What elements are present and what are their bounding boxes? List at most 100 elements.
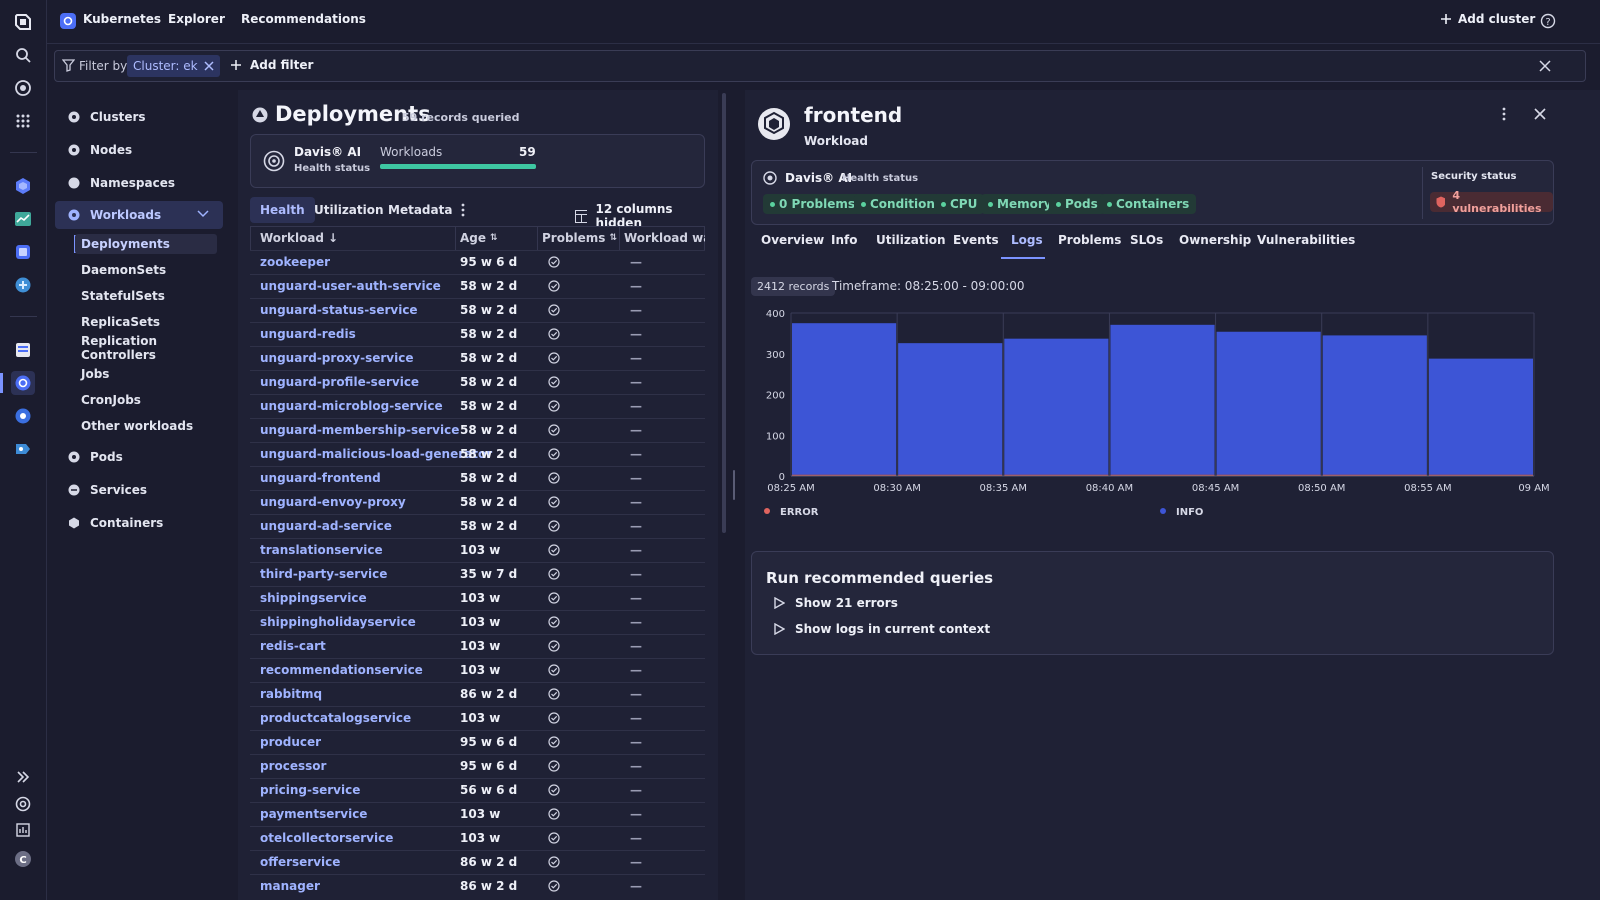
workload-name-link[interactable]: unguard-status-service (260, 303, 418, 317)
workload-name-link[interactable]: unguard-envoy-proxy (260, 495, 406, 509)
workload-name-link[interactable]: unguard-microblog-service (260, 399, 443, 413)
services-app-icon[interactable] (11, 273, 35, 297)
workload-name-link[interactable]: unguard-ad-service (260, 519, 392, 533)
table-row[interactable]: pricing-service 56 w 6 d — (250, 778, 705, 802)
table-row[interactable]: unguard-microblog-service 58 w 2 d — (250, 394, 705, 418)
workload-name-link[interactable]: productcatalogservice (260, 711, 412, 725)
workload-name-link[interactable]: otelcollectorservice (260, 831, 394, 845)
table-row[interactable]: otelcollectorservice 103 w — (250, 826, 705, 850)
notebooks-app-icon[interactable] (11, 240, 35, 264)
tab-metadata[interactable]: Metadata (388, 203, 453, 217)
add-filter-button[interactable]: Add filter (230, 58, 313, 72)
sidebar-item-clusters[interactable]: Clusters (55, 103, 223, 131)
davis-icon[interactable] (11, 76, 35, 100)
panel-resize-handle[interactable] (733, 470, 735, 500)
workload-name-link[interactable]: zookeeper (260, 255, 331, 269)
workload-name-link[interactable]: manager (260, 879, 320, 893)
workload-name-link[interactable]: unguard-proxy-service (260, 351, 414, 365)
table-row[interactable]: redis-cart 103 w — (250, 634, 705, 658)
sidebar-item-pods[interactable]: Pods (55, 443, 223, 471)
table-row[interactable]: processor 95 w 6 d — (250, 754, 705, 778)
table-row[interactable]: offerservice 86 w 2 d — (250, 850, 705, 874)
chip-conditions[interactable]: Conditions (854, 194, 950, 214)
sidebar-sub-replicasets[interactable]: ReplicaSets (81, 315, 161, 329)
chip-cpu[interactable]: CPU (934, 194, 985, 214)
table-row[interactable]: translationservice 103 w — (250, 538, 705, 562)
table-row[interactable]: unguard-profile-service 58 w 2 d — (250, 370, 705, 394)
show-errors-query[interactable]: Show 21 errors (774, 596, 898, 610)
column-header-workload[interactable]: Workload ↓ (260, 226, 338, 250)
add-cluster-button[interactable]: Add cluster (1440, 12, 1535, 26)
workload-name-link[interactable]: redis-cart (260, 639, 326, 653)
workload-name-link[interactable]: unguard-frontend (260, 471, 381, 485)
tab-overview[interactable]: Overview (761, 233, 825, 247)
sidebar-item-nodes[interactable]: Nodes (55, 136, 223, 164)
search-icon[interactable] (11, 43, 35, 67)
table-row[interactable]: unguard-envoy-proxy 58 w 2 d — (250, 490, 705, 514)
expand-rail-icon[interactable] (11, 765, 35, 789)
sidebar-sub-cronjobs[interactable]: CronJobs (81, 393, 141, 407)
workload-name-link[interactable]: shippingholidayservice (260, 615, 416, 629)
tab-health[interactable]: Health (250, 197, 315, 223)
workload-name-link[interactable]: translationservice (260, 543, 383, 557)
table-row[interactable]: unguard-malicious-load-generator 58 w 2 d… (250, 442, 705, 466)
clear-filters-icon[interactable] (1539, 60, 1551, 72)
workload-name-link[interactable]: unguard-membership-service (260, 423, 460, 437)
workload-name-link[interactable]: paymentservice (260, 807, 368, 821)
tab-ownership[interactable]: Ownership (1179, 233, 1252, 247)
sidebar-item-workloads[interactable]: Workloads (55, 201, 223, 229)
workload-name-link[interactable]: unguard-redis (260, 327, 356, 341)
workload-name-link[interactable]: offerservice (260, 855, 341, 869)
table-row[interactable]: unguard-ad-service 58 w 2 d — (250, 514, 705, 538)
column-header-problems[interactable]: Problems ⇅ (542, 226, 617, 250)
apps-grid-icon[interactable] (11, 109, 35, 133)
sidebar-item-services[interactable]: Services (55, 476, 223, 504)
table-row[interactable]: recommendationservice 103 w — (250, 658, 705, 682)
databases-app-icon[interactable] (11, 404, 35, 428)
table-row[interactable]: unguard-user-auth-service 58 w 2 d — (250, 274, 705, 298)
filter-chip[interactable]: Cluster: eks (127, 55, 210, 77)
vertical-scrollbar[interactable] (722, 93, 726, 533)
table-row[interactable]: unguard-membership-service 58 w 2 d — (250, 418, 705, 442)
table-row[interactable]: unguard-status-service 58 w 2 d — (250, 298, 705, 322)
more-options-icon[interactable] (460, 203, 466, 217)
table-row[interactable]: zookeeper 95 w 6 d — (250, 250, 705, 274)
tab-logs[interactable]: Logs (1011, 233, 1043, 247)
sidebar-sub-replication-controllers[interactable]: Replication Controllers (81, 334, 158, 362)
reports-icon[interactable] (11, 818, 35, 842)
workflows-app-icon[interactable] (11, 437, 35, 461)
table-row[interactable]: unguard-proxy-service 58 w 2 d — (250, 346, 705, 370)
dashboards-app-icon[interactable] (11, 207, 35, 231)
table-row[interactable]: producer 95 w 6 d — (250, 730, 705, 754)
chip-pods[interactable]: Pods (1049, 194, 1105, 214)
davis-health-card[interactable]: Davis® AI Health status Workloads 59 (250, 134, 705, 188)
workload-name-link[interactable]: third-party-service (260, 567, 388, 581)
sidebar-item-containers[interactable]: Containers (55, 509, 223, 537)
tab-slos[interactable]: SLOs (1130, 233, 1164, 247)
show-logs-query[interactable]: Show logs in current context (774, 622, 990, 636)
sidebar-sub-statefulsets[interactable]: StatefulSets (81, 289, 165, 303)
column-header-age[interactable]: Age ⇅ (460, 226, 498, 250)
table-row[interactable]: shippingservice 103 w — (250, 586, 705, 610)
user-avatar[interactable]: C (11, 847, 35, 871)
tab-vulnerabilities[interactable]: Vulnerabilities (1257, 233, 1356, 247)
logs-chart[interactable]: 0 100 200 300 400 08:25 AM 08:30 AM 08:35 AM 08:… (745, 305, 1555, 530)
sidebar-item-namespaces[interactable]: Namespaces (55, 169, 223, 197)
workload-name-link[interactable]: shippingservice (260, 591, 367, 605)
workload-name-link[interactable]: unguard-malicious-load-generator (260, 447, 493, 461)
kubernetes-app-icon[interactable] (11, 371, 35, 395)
more-options-icon[interactable] (1501, 107, 1507, 121)
table-row[interactable]: shippingholidayservice 103 w — (250, 610, 705, 634)
dynatrace-logo-icon[interactable] (11, 10, 35, 34)
chip-containers[interactable]: Containers (1100, 194, 1197, 214)
tab-info[interactable]: Info (831, 233, 858, 247)
table-row[interactable]: manager 86 w 2 d — (250, 874, 705, 898)
sidebar-sub-other-workloads[interactable]: Other workloads (81, 419, 194, 433)
chip-problems[interactable]: 0 Problems (763, 194, 862, 214)
tab-problems[interactable]: Problems (1058, 233, 1122, 247)
help-support-icon[interactable] (11, 792, 35, 816)
sidebar-sub-daemonsets[interactable]: DaemonSets (81, 263, 167, 277)
workload-name-link[interactable]: pricing-service (260, 783, 361, 797)
workload-name-link[interactable]: unguard-profile-service (260, 375, 420, 389)
sidebar-sub-deployments[interactable]: Deployments (75, 234, 217, 254)
